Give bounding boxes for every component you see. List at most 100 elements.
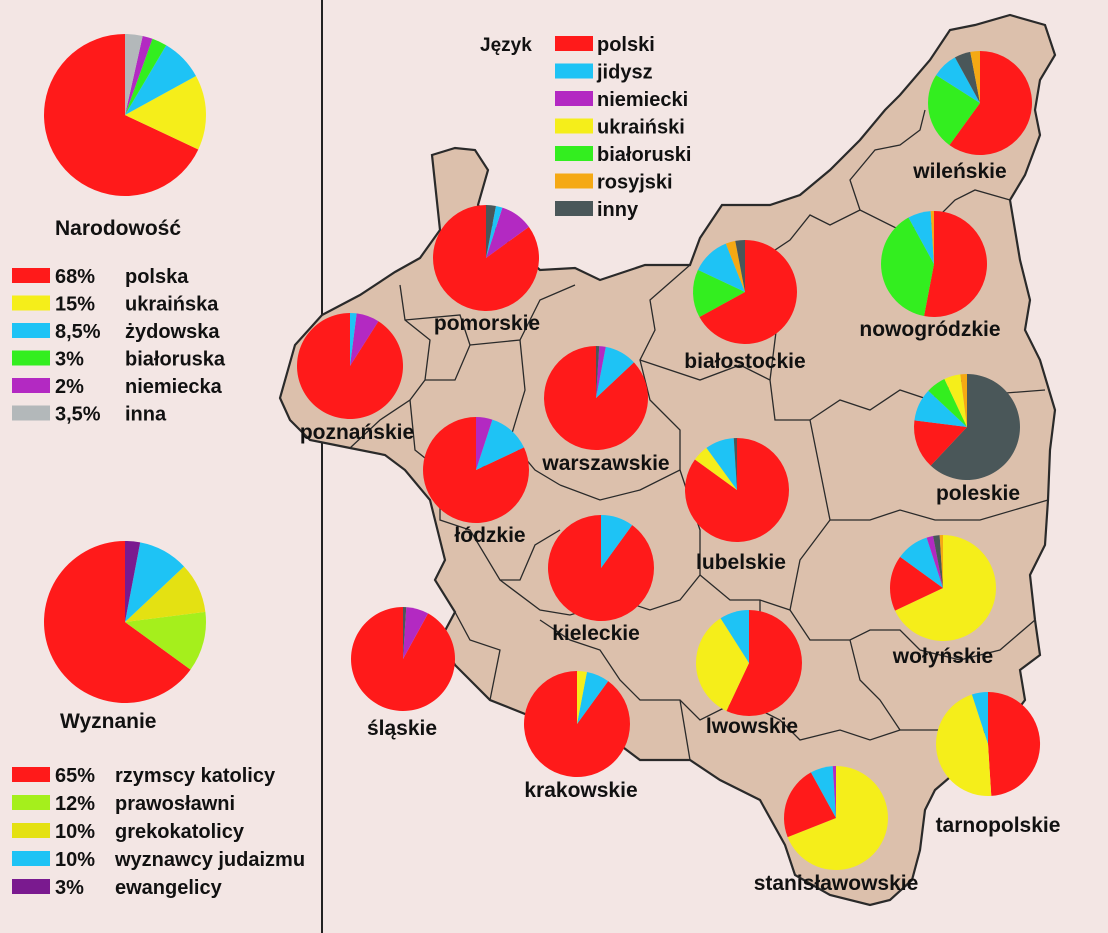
stanislawowskie-pie-slice-1 xyxy=(783,772,836,838)
lubelskie-pie-slice-1 xyxy=(694,447,737,490)
voivodeship-bialostockie[interactable]: białostockie xyxy=(684,240,806,373)
wolynskie-pie-slice-5 xyxy=(939,534,943,588)
nationality-label-niemiecka: niemiecka xyxy=(125,376,223,398)
religion-swatch-grekokatolicy xyxy=(12,823,50,838)
religion-title: Wyznanie xyxy=(60,710,156,733)
language-label-inny: inny xyxy=(597,199,639,221)
language-swatch-jidysz xyxy=(555,63,593,79)
voivodeship-warszawskie[interactable]: warszawskie xyxy=(541,345,670,475)
voivodeship-lwowskie[interactable]: lwowskie xyxy=(695,610,802,738)
wilenskie-pie-slice-1 xyxy=(927,75,980,146)
voivodeship-poznanskie[interactable]: poznańskie xyxy=(297,313,414,444)
religion-swatch-ewangelicy xyxy=(12,879,50,894)
poznanskie-label: poznańskie xyxy=(300,421,414,444)
voivodeship-lodzkie[interactable]: łódzkie xyxy=(423,417,530,547)
nationality-section: Narodowość 68% polska 15% ukraińska 8,5% żydo… xyxy=(12,34,226,426)
voivodeship-kieleckie[interactable]: kieleckie xyxy=(548,515,655,645)
religion-pie-slice-4 xyxy=(125,540,141,622)
bialostockie-pie xyxy=(693,240,797,345)
voivodeship-slaskie[interactable]: śląskie xyxy=(351,607,456,740)
language-swatch-ukrainski xyxy=(555,118,593,134)
voivodeship-nowogrodzkie[interactable]: nowogródzkie xyxy=(859,210,1001,341)
warszawskie-pie-slice-3 xyxy=(596,345,600,398)
nationality-label-inna: inna xyxy=(125,404,167,426)
lubelskie-label: lubelskie xyxy=(696,551,786,574)
nationality-pct-inna: 3,5% xyxy=(55,404,101,426)
poleskie-pie xyxy=(914,374,1020,480)
poznanskie-pie-slice-1 xyxy=(350,313,379,366)
slaskie-pie-slice-0 xyxy=(351,607,456,711)
lodzkie-pie-slice-1 xyxy=(476,419,524,470)
nationality-label-bialoruska: białoruska xyxy=(125,349,226,371)
lodzkie-label: łódzkie xyxy=(454,524,525,547)
tarnopolskie-pie-slice-1 xyxy=(936,694,992,797)
voivodeship-krakowskie[interactable]: krakowskie xyxy=(524,671,638,802)
krakowskie-label: krakowskie xyxy=(524,779,637,802)
religion-swatch-wyznawcy-judaizmu xyxy=(12,851,50,866)
nationality-pct-ukrainska: 15% xyxy=(55,294,95,316)
bialostockie-pie-slice-1 xyxy=(693,269,745,318)
krakowskie-pie xyxy=(524,671,631,777)
kieleckie-pie-slice-1 xyxy=(601,515,633,568)
religion-pct-prawoslawni: 12% xyxy=(55,793,95,815)
nationality-pie-slice-1 xyxy=(125,75,206,150)
warszawskie-pie-slice-2 xyxy=(596,346,606,398)
nationality-pct-polska: 68% xyxy=(55,266,95,288)
nationality-label-zydowska: żydowska xyxy=(125,321,220,343)
nationality-pie-slice-4 xyxy=(125,35,153,116)
stanislawowskie-pie-slice-3 xyxy=(832,765,836,818)
language-swatch-bialoruski xyxy=(555,146,593,161)
krakowskie-pie-slice-1 xyxy=(577,671,609,724)
religion-pie-slice-2 xyxy=(125,566,206,622)
poleskie-pie-slice-5 xyxy=(960,374,967,427)
religion-swatch-rzymscy-katolicy xyxy=(12,767,50,782)
voivodeship-pies: wileńskie nowogródzkie białostockie pomorsk… xyxy=(297,51,1060,895)
nationality-pie-slice-2 xyxy=(125,45,196,115)
lwowskie-pie-slice-2 xyxy=(720,610,749,663)
wolynskie-label: wołyńskie xyxy=(892,645,993,668)
wolynskie-pie-slice-0 xyxy=(895,535,996,641)
religion-label-rzymscy-katolicy: rzymscy katolicy xyxy=(115,765,276,787)
nationality-swatch-bialoruska xyxy=(12,350,50,366)
poleskie-pie-slice-4 xyxy=(944,374,967,427)
tarnopolskie-label: tarnopolskie xyxy=(936,814,1061,837)
voivodeship-wilenskie[interactable]: wileńskie xyxy=(912,51,1033,183)
language-label-jidysz: jidysz xyxy=(596,62,653,84)
warszawskie-pie xyxy=(544,345,649,450)
voivodeship-lubelskie[interactable]: lubelskie xyxy=(685,437,790,574)
religion-label-ewangelicy: ewangelicy xyxy=(115,877,223,899)
nationality-swatch-niemiecka xyxy=(12,378,50,393)
pomorskie-pie-slice-3 xyxy=(486,205,496,258)
nationality-swatch-inna xyxy=(12,405,50,421)
religion-swatch-prawoslawni xyxy=(12,795,50,810)
poznanskie-pie-slice-0 xyxy=(297,313,404,419)
voivodeship-tarnopolskie[interactable]: tarnopolskie xyxy=(936,691,1061,837)
nationality-pie-slice-0 xyxy=(43,34,199,197)
religion-label-grekokatolicy: grekokatolicy xyxy=(115,821,245,843)
warszawskie-pie-slice-1 xyxy=(596,346,634,398)
voivodeship-wolynskie[interactable]: wołyńskie xyxy=(889,534,996,668)
voivodeship-pomorskie[interactable]: pomorskie xyxy=(433,205,540,335)
religion-pct-rzymscy-katolicy: 65% xyxy=(55,765,95,787)
nationality-pct-zydowska: 8,5% xyxy=(55,321,101,343)
religion-label-prawoslawni: prawosławni xyxy=(115,793,235,815)
voivodeship-stanislawowskie[interactable]: stanisławowskie xyxy=(754,765,919,895)
wilenskie-label: wileńskie xyxy=(912,160,1006,183)
nationality-swatch-ukrainska xyxy=(12,295,50,311)
kieleckie-pie-slice-0 xyxy=(548,515,655,621)
voivodeship-poleskie[interactable]: poleskie xyxy=(914,374,1020,505)
lodzkie-pie-slice-2 xyxy=(476,417,493,470)
religion-pie-slice-0 xyxy=(43,541,191,703)
lwowskie-pie xyxy=(695,610,802,716)
poleskie-pie-slice-1 xyxy=(914,420,967,466)
religion-pct-ewangelicy: 3% xyxy=(55,877,84,899)
religion-legend: 65% rzymscy katolicy 12% prawosławni 10% grek… xyxy=(12,765,305,899)
religion-pie-slice-1 xyxy=(125,611,206,670)
nowogrodzkie-pie-slice-2 xyxy=(908,211,934,264)
stanislawowskie-pie-slice-2 xyxy=(810,766,836,818)
wilenskie-pie-slice-0 xyxy=(949,51,1033,155)
nationality-pie-slice-5 xyxy=(125,34,143,115)
lwowskie-pie-slice-0 xyxy=(726,610,802,716)
wilenskie-pie xyxy=(927,51,1033,155)
nationality-pie xyxy=(43,34,206,197)
